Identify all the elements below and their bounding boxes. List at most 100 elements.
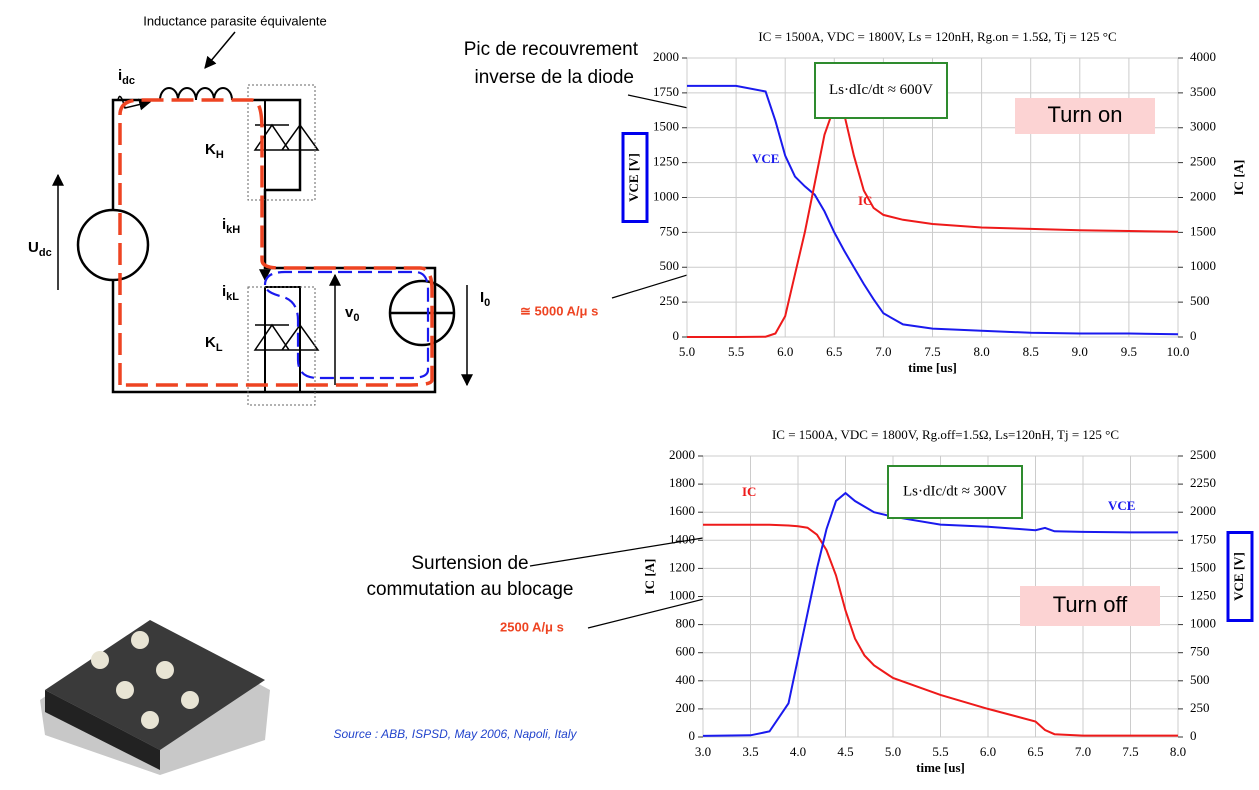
axis-label-box xyxy=(1226,531,1254,622)
x-tick-label: 7.0 xyxy=(875,344,891,359)
label-main: I xyxy=(480,289,484,306)
series-label: IC xyxy=(742,484,756,499)
axis-label-box xyxy=(621,132,649,223)
annotation-box xyxy=(814,62,948,119)
x-tick-label: 6.0 xyxy=(980,744,996,759)
y2-tick-label: 0 xyxy=(1190,328,1197,343)
annotation: Surtension de xyxy=(411,553,528,574)
label-sub: H xyxy=(216,149,224,161)
label-main: v xyxy=(345,304,354,321)
x-tick-label: 3.5 xyxy=(742,744,758,759)
y2-axis-label: VCE [V] xyxy=(1231,552,1246,601)
y2-tick-label: 2250 xyxy=(1190,475,1216,490)
y2-tick-label: 500 xyxy=(1190,672,1210,687)
x-tick-label: 6.5 xyxy=(826,344,842,359)
chart-title: IC = 1500A, VDC = 1800V, Ls = 120nH, Rg.… xyxy=(758,29,1116,44)
y-tick-label: 200 xyxy=(676,700,696,715)
x-tick-label: 6.5 xyxy=(1027,744,1043,759)
label-sub: kH xyxy=(226,224,240,236)
annotation-box xyxy=(1020,586,1160,626)
label-sub: L xyxy=(216,342,223,354)
x-tick-label: 5.5 xyxy=(932,744,948,759)
label-sub: dc xyxy=(39,247,52,259)
x-tick-label: 5.5 xyxy=(728,344,744,359)
circuit-label: I0 xyxy=(480,289,490,309)
y2-tick-label: 2500 xyxy=(1190,154,1216,169)
y-tick-label: 1000 xyxy=(669,587,695,602)
y-tick-label: 0 xyxy=(689,728,696,743)
annotation: inverse de la diode xyxy=(475,67,635,88)
annotation: Ls·dIc/dt ≈ 600V xyxy=(829,82,933,98)
y-tick-label: 2000 xyxy=(653,49,679,64)
label-main: K xyxy=(205,334,216,351)
circuit-label: idc xyxy=(118,67,135,87)
label-main: U xyxy=(28,239,39,256)
y2-tick-label: 1000 xyxy=(1190,616,1216,631)
y-tick-label: 1600 xyxy=(669,503,695,518)
circuit-label: ikH xyxy=(222,216,240,236)
label-sub: 0 xyxy=(484,297,490,309)
y-tick-label: 500 xyxy=(660,258,680,273)
y2-tick-label: 0 xyxy=(1190,728,1197,743)
y-tick-label: 2000 xyxy=(669,447,695,462)
y-tick-label: 600 xyxy=(676,644,696,659)
series-line xyxy=(703,523,1178,737)
y2-tick-label: 1750 xyxy=(1190,531,1216,546)
label-main: i xyxy=(118,67,122,84)
label-sub: dc xyxy=(122,75,135,87)
y-tick-label: 1500 xyxy=(653,119,679,134)
y-tick-label: 0 xyxy=(673,328,680,343)
y-axis-label: IC [A] xyxy=(642,559,657,595)
y-tick-label: 250 xyxy=(660,293,680,308)
y-axis-label: VCE [V] xyxy=(626,153,641,202)
series-label: VCE xyxy=(1108,498,1135,513)
label-main: i xyxy=(222,283,226,300)
series-label: VCE xyxy=(752,151,779,166)
y2-tick-label: 1500 xyxy=(1190,223,1216,238)
circuit-label: KL xyxy=(205,334,223,354)
y-tick-label: 1250 xyxy=(653,154,679,169)
y-tick-label: 1400 xyxy=(669,531,695,546)
x-tick-label: 4.5 xyxy=(837,744,853,759)
y-tick-label: 400 xyxy=(676,672,696,687)
label-sub: kL xyxy=(226,291,239,303)
annotation: Ls·dIc/dt ≈ 300V xyxy=(903,483,1007,499)
x-tick-label: 7.0 xyxy=(1075,744,1091,759)
x-axis-label: time [us] xyxy=(916,760,965,775)
annotation: Turn off xyxy=(1053,592,1128,617)
circuit xyxy=(52,31,473,406)
label-main: K xyxy=(205,141,216,158)
label-sub: 0 xyxy=(353,312,359,324)
annotation: commutation au blocage xyxy=(366,579,573,600)
x-tick-label: 5.0 xyxy=(885,744,901,759)
label-main: i xyxy=(222,216,226,233)
y2-tick-label: 500 xyxy=(1190,293,1210,308)
series-line xyxy=(687,84,1179,336)
x-tick-label: 7.5 xyxy=(1122,744,1138,759)
series-line xyxy=(687,105,1179,338)
y2-tick-label: 750 xyxy=(1190,644,1210,659)
y-tick-label: 1000 xyxy=(653,188,679,203)
annotation-box xyxy=(1015,98,1155,134)
y2-tick-label: 2000 xyxy=(1190,503,1216,518)
annotation-box xyxy=(887,465,1023,519)
y-tick-label: 1800 xyxy=(669,475,695,490)
y2-tick-label: 2000 xyxy=(1190,188,1216,203)
module-photo xyxy=(40,620,270,775)
y-tick-label: 750 xyxy=(660,223,680,238)
x-tick-label: 3.0 xyxy=(695,744,711,759)
y2-axis-label: IC [A] xyxy=(1231,160,1246,196)
y2-tick-label: 250 xyxy=(1190,700,1210,715)
x-tick-label: 9.5 xyxy=(1121,344,1137,359)
y-tick-label: 800 xyxy=(676,616,696,631)
y2-tick-label: 3500 xyxy=(1190,84,1216,99)
series-line xyxy=(702,491,1178,737)
annotation: Pic de recouvrement xyxy=(464,39,639,60)
y-tick-label: 1750 xyxy=(653,84,679,99)
circuit-label: Udc xyxy=(28,239,52,259)
source-note: Source : ABB, ISPSD, May 2006, Napoli, I… xyxy=(334,727,578,741)
x-axis-label: time [us] xyxy=(908,360,957,375)
circuit-label: KH xyxy=(205,141,224,161)
x-tick-label: 10.0 xyxy=(1167,344,1190,359)
